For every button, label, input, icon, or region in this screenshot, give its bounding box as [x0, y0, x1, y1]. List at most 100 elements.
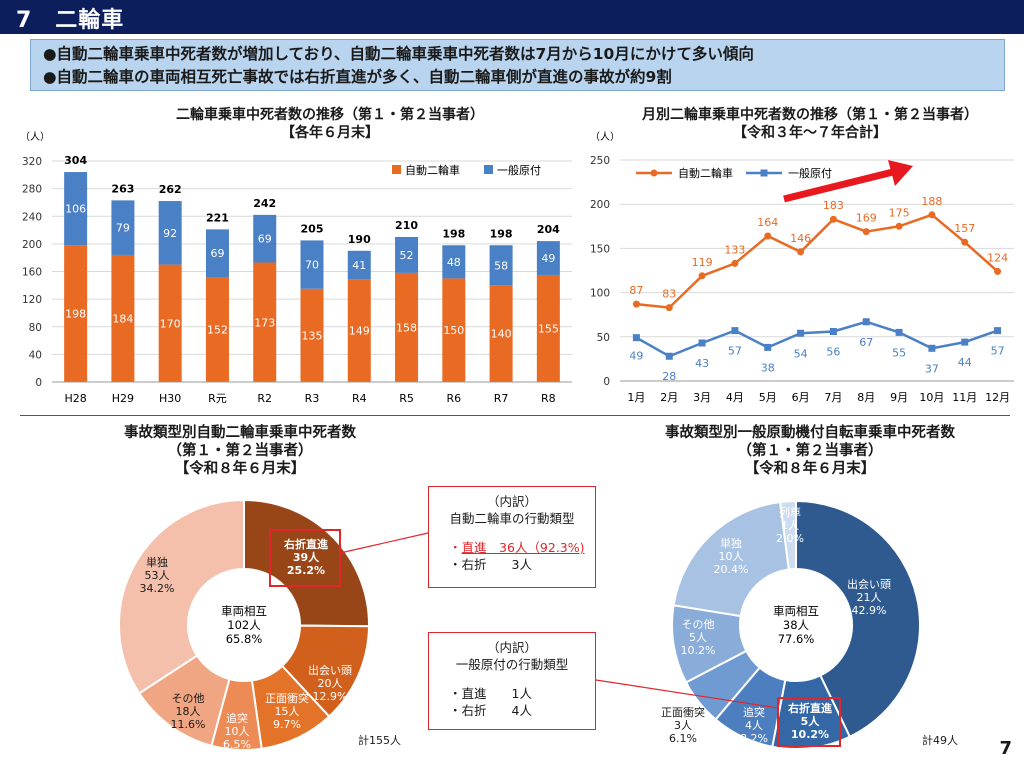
callout-auto-line-straight: ・直進 36人（92.3%) [449, 540, 585, 555]
bar-total-label: 198 [442, 227, 465, 240]
bar-moped-R5 [395, 236, 419, 273]
donut-auto-slice-label: 10人 [225, 725, 250, 738]
bar-label-moped: 69 [210, 247, 224, 260]
bar-label-moped: 41 [352, 259, 366, 272]
donut-moped-center-label: 車両相互 [773, 604, 819, 618]
point-auto [731, 259, 739, 267]
point-auto [698, 272, 706, 280]
bar-moped-R2 [253, 214, 277, 263]
donut-auto-slice-label: 右折直進 [283, 537, 329, 551]
donut-auto-slice-0 [243, 498, 370, 628]
point-label: 44 [958, 356, 972, 369]
point-label: 175 [889, 206, 910, 219]
point-auto [764, 232, 772, 240]
point-label: 55 [892, 346, 906, 359]
donut-auto-slice-label: 15人 [275, 705, 300, 718]
bar-auto-R2 [253, 262, 277, 382]
bar-moped-R8 [536, 241, 560, 275]
chart2-title: 月別二輪車乗車中死者数の推移（第１・第２当事者） 【令和３年～７年合計】 [642, 107, 978, 141]
y-tick-label: 240 [22, 211, 42, 223]
bar-label-moped: 52 [400, 249, 414, 262]
bar-label-moped: 70 [305, 259, 319, 272]
point-label: 28 [662, 370, 676, 383]
callout-auto-line-right: ・右折 3人 [449, 557, 532, 572]
x-tick-label: 11月 [952, 391, 977, 404]
x-tick-label: R8 [541, 392, 556, 405]
highlight-right-straight-auto [269, 529, 341, 587]
y-tick-label: 160 [22, 267, 42, 279]
bar-label-auto: 135 [302, 329, 323, 342]
bar-label-moped: 49 [541, 252, 555, 265]
point-moped [797, 329, 805, 337]
donut-auto-slice-label: 正面衝突 [265, 691, 309, 705]
point-auto [961, 238, 969, 246]
bar-total-label: 190 [348, 233, 371, 246]
chart3-total: 計155人 [358, 734, 401, 747]
point-moped [994, 327, 1002, 335]
callout-moped-breakdown: （内訳） 一般原付の行動類型 ・直進 1人 ・右折 4人 [428, 632, 596, 730]
highlight-right-straight-moped [777, 697, 841, 747]
bar-auto-R6 [442, 278, 466, 382]
chart4-title: 事故類型別一般原動機付自転車乗車中死者数 （第１・第２当事者） 【令和８年６月末… [665, 425, 955, 477]
x-tick-label: H28 [64, 392, 86, 405]
donut-moped-slice-label: 20.4% [714, 563, 749, 576]
callout-moped-line-right: ・右折 4人 [449, 703, 532, 718]
donut-moped-slice-label: 3人 [674, 719, 692, 732]
point-label: 87 [629, 284, 643, 297]
bar-label-moped: 48 [447, 256, 461, 269]
bar-auto-H28 [64, 245, 88, 382]
y-tick-label: 100 [590, 288, 610, 300]
donut-auto-slice-label: 11.6% [171, 718, 206, 731]
legend-swatch-auto [392, 165, 401, 174]
point-label: 49 [629, 350, 643, 363]
point-label: 57 [728, 345, 742, 358]
bar-total-label: 205 [301, 222, 324, 235]
donut-moped-slice-label: 10.2% [681, 644, 716, 657]
donut-moped-slice-label: 4人 [745, 719, 763, 732]
bar-label-auto: 150 [443, 324, 464, 337]
bar-total-label: 210 [395, 219, 418, 232]
donut-moped-slice-label: 10.2% [791, 728, 829, 741]
bar-label-auto: 170 [160, 317, 181, 330]
bar-auto-R4 [347, 279, 371, 382]
donut-moped-slice-6 [779, 499, 797, 571]
bar-auto-R7 [489, 285, 513, 382]
point-moped [895, 328, 903, 336]
bar-auto-H30 [158, 264, 182, 382]
point-moped [928, 344, 936, 352]
bar-total-label: 198 [490, 227, 513, 240]
donut-moped-slice-label: 1人 [781, 519, 799, 532]
bar-moped-R6 [442, 245, 466, 279]
point-moped [632, 334, 640, 342]
donut-moped-slice-label: 5人 [801, 714, 821, 728]
x-tick-label: R3 [305, 392, 320, 405]
donut-moped-slice-0 [795, 499, 921, 739]
bar-label-auto: 173 [254, 316, 275, 329]
bar-label-moped: 92 [163, 227, 177, 240]
y-tick-label: 280 [22, 184, 42, 196]
x-tick-label: R6 [446, 392, 461, 405]
point-auto [928, 211, 936, 219]
bar-auto-H29 [111, 254, 135, 382]
point-auto [895, 222, 903, 230]
donut-moped-slice-label: 列車 [779, 505, 801, 519]
y-tick-label: 150 [590, 243, 610, 255]
bar-auto-R元 [205, 277, 229, 382]
bar-label-auto: 149 [349, 325, 370, 338]
trend-arrow [783, 168, 894, 203]
bar-moped-R元 [205, 229, 229, 278]
legend-label-auto: 自動二輪車 [678, 166, 733, 180]
donut-auto-slice-label: 6.5% [223, 738, 251, 751]
donut-moped-slice-label: 右折直進 [787, 701, 833, 715]
series-line-auto [636, 213, 999, 309]
callout-moped-line-straight: ・直進 1人 [449, 686, 532, 701]
donut-auto-slice-label: その他 [172, 692, 205, 705]
donut-auto-center-label: 車両相互 [221, 604, 267, 618]
donut-moped-slice-label: 5人 [689, 631, 707, 644]
point-moped [862, 318, 870, 326]
donut-auto-center-label: 102人 [227, 618, 261, 632]
bar-total-label: 242 [253, 197, 276, 210]
bar-label-moped: 69 [258, 233, 272, 246]
legend-marker-auto [650, 169, 658, 177]
donut-moped-slice-label: その他 [682, 618, 715, 631]
